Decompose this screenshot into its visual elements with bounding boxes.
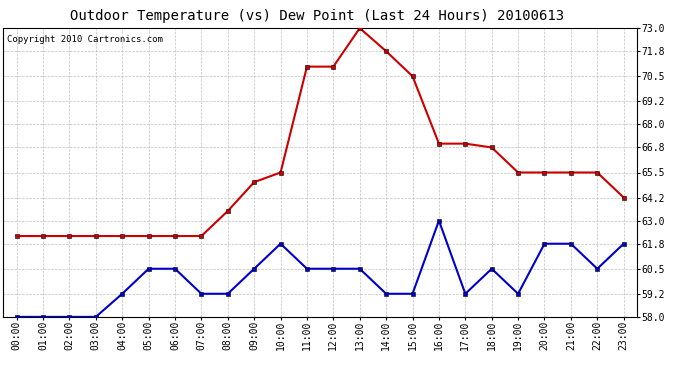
Text: Copyright 2010 Cartronics.com: Copyright 2010 Cartronics.com	[7, 35, 162, 44]
Text: Outdoor Temperature (vs) Dew Point (Last 24 Hours) 20100613: Outdoor Temperature (vs) Dew Point (Last…	[70, 9, 564, 23]
